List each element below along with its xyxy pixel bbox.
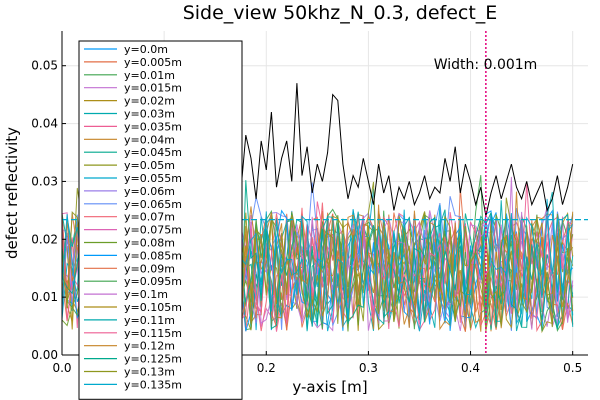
legend-label: y=0.1m: [124, 288, 168, 301]
y-axis-label: defect reflectivity: [3, 127, 21, 259]
legend-label: y=0.04m: [124, 133, 175, 146]
legend-label: y=0.075m: [124, 224, 182, 237]
legend-label: y=0.01m: [124, 69, 175, 82]
legend: y=0.0my=0.005my=0.01my=0.015my=0.02my=0.…: [78, 40, 243, 400]
y-tick-label: 0.01: [31, 290, 58, 304]
x-tick-label: 0.5: [563, 361, 582, 375]
legend-label: y=0.08m: [124, 237, 175, 250]
y-tick-label: 0.00: [31, 348, 58, 362]
legend-label: y=0.12m: [124, 340, 175, 353]
width-annotation: Width: 0.001m: [434, 57, 538, 73]
x-tick-label: 0.4: [461, 361, 480, 375]
legend-label: y=0.05m: [124, 159, 175, 172]
y-tick-label: 0.03: [31, 174, 58, 188]
legend-label: y=0.07m: [124, 211, 175, 224]
legend-label: y=0.135m: [124, 378, 182, 391]
legend-label: y=0.065m: [124, 198, 182, 211]
legend-label: y=0.125m: [124, 353, 182, 366]
x-tick-label: 0.2: [257, 361, 276, 375]
envelope-line: [224, 83, 574, 217]
legend-label: y=0.035m: [124, 120, 182, 133]
y-tick-label: 0.02: [31, 232, 58, 246]
legend-label: y=0.015m: [124, 82, 182, 95]
legend-label: y=0.095m: [124, 275, 182, 288]
x-tick-label: 0.0: [52, 361, 71, 375]
upper-envelope: [224, 83, 574, 217]
legend-label: y=0.02m: [124, 95, 175, 108]
legend-label: y=0.11m: [124, 314, 175, 327]
series-lines: [61, 165, 574, 334]
legend-label: y=0.085m: [124, 249, 182, 262]
legend-label: y=0.115m: [124, 327, 182, 340]
x-tick-label: 0.3: [359, 361, 378, 375]
legend-label: y=0.045m: [124, 146, 182, 159]
legend-label: y=0.06m: [124, 185, 175, 198]
legend-label: y=0.03m: [124, 108, 175, 121]
y-tick-label: 0.05: [31, 59, 58, 73]
legend-label: y=0.13m: [124, 366, 175, 379]
legend-label: y=0.105m: [124, 301, 182, 314]
chart-title: Side_view 50khz_N_0.3, defect_E: [183, 2, 498, 24]
x-axis-label: y-axis [m]: [292, 378, 367, 396]
legend-label: y=0.09m: [124, 262, 175, 275]
y-tick-label: 0.04: [31, 117, 58, 131]
reference-lines: [62, 31, 588, 355]
legend-label: y=0.005m: [124, 56, 182, 69]
legend-label: y=0.055m: [124, 172, 182, 185]
legend-label: y=0.0m: [124, 43, 168, 56]
